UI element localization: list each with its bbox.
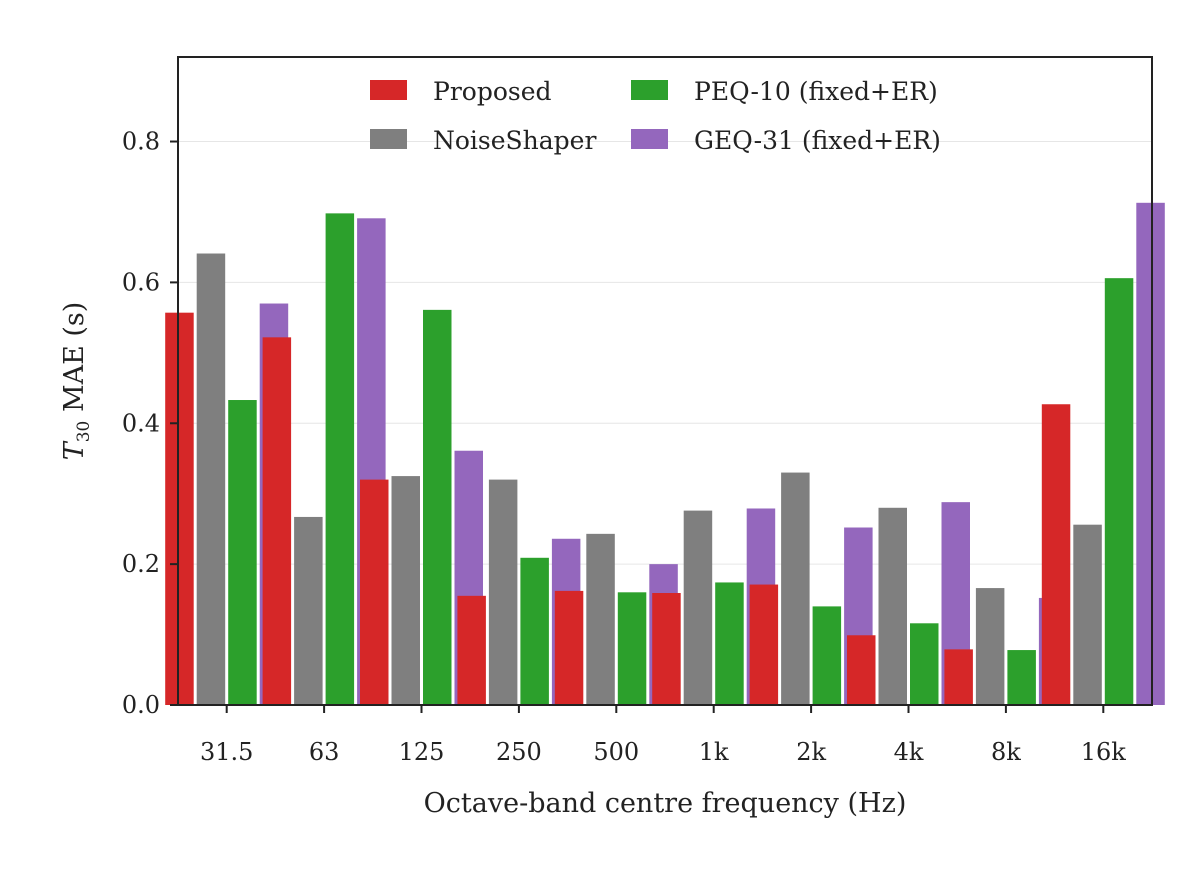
x-tick-label: 8k — [991, 738, 1021, 766]
y-tick-label: 0.4 — [122, 409, 160, 437]
y-axis: 0.0 0.2 0.4 0.6 0.8 — [122, 128, 178, 719]
bar — [165, 312, 194, 705]
gridlines — [178, 141, 1152, 565]
bar — [228, 400, 257, 705]
bar — [325, 213, 355, 705]
x-tick-label: 2k — [796, 738, 826, 766]
x-tick-label: 500 — [593, 738, 639, 766]
y-tick-label: 0.2 — [122, 550, 160, 578]
y-axis-label-sub: 30 — [74, 421, 94, 443]
x-tick-label: 16k — [1081, 738, 1127, 766]
bar — [683, 510, 713, 705]
bar — [423, 309, 452, 705]
bars — [165, 202, 1165, 706]
x-axis: 31.5 63 125 250 500 1k 2k 4k 8k 16k — [200, 705, 1126, 766]
bar — [878, 507, 907, 705]
bar — [617, 592, 647, 705]
x-axis-label: Octave-band centre frequency (Hz) — [424, 788, 907, 819]
y-axis-label-rest: MAE (s) — [59, 302, 90, 421]
legend-swatch — [631, 129, 668, 149]
bar — [294, 516, 323, 705]
x-tick-label: 1k — [699, 738, 729, 766]
legend-swatch — [370, 80, 407, 100]
y-tick-label: 0.8 — [122, 128, 160, 156]
bar — [715, 582, 744, 705]
bar — [910, 623, 939, 705]
bar — [457, 595, 486, 705]
y-tick-label: 0.0 — [122, 691, 160, 719]
x-tick-label: 125 — [399, 738, 445, 766]
bar — [586, 533, 615, 705]
x-tick-label: 31.5 — [200, 738, 253, 766]
bar — [554, 590, 584, 705]
legend-entry: NoiseShaper — [433, 126, 596, 155]
bar — [781, 472, 810, 705]
bar — [1007, 650, 1036, 705]
legend-entry: PEQ-10 (fixed+ER) — [694, 77, 938, 106]
plot-frame — [177, 56, 1153, 706]
bar — [196, 253, 226, 705]
x-tick-label: 4k — [894, 738, 924, 766]
bar — [652, 593, 681, 705]
bar — [391, 476, 420, 705]
bar — [812, 606, 842, 705]
bar — [1104, 278, 1134, 705]
bar — [944, 649, 973, 705]
bar — [488, 479, 518, 705]
legend-entry: GEQ-31 (fixed+ER) — [694, 126, 941, 155]
bar — [520, 557, 549, 705]
bar — [749, 584, 779, 705]
bar — [262, 337, 292, 705]
x-tick-label: 250 — [496, 738, 542, 766]
y-axis-label-main: T — [59, 440, 90, 460]
legend-swatch — [631, 80, 668, 100]
legend: Proposed NoiseShaper PEQ-10 (fixed+ER) GEQ-… — [370, 77, 941, 155]
bar — [1041, 404, 1071, 705]
bar — [1136, 202, 1165, 706]
x-tick-label: 63 — [309, 738, 340, 766]
y-tick-label: 0.6 — [122, 268, 160, 296]
bar — [847, 635, 876, 705]
y-axis-label: T30 MAE (s) — [59, 302, 94, 461]
legend-entry: Proposed — [433, 77, 552, 106]
legend-swatch — [370, 129, 407, 149]
bar — [975, 588, 1005, 705]
bar — [1073, 524, 1102, 705]
bar — [360, 479, 389, 705]
